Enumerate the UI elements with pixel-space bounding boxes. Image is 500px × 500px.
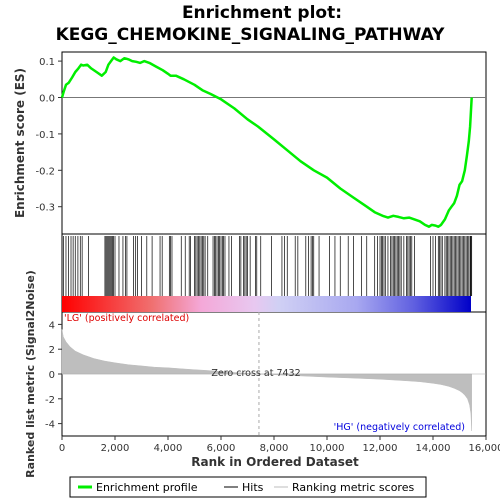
es-panel-frame [61, 51, 487, 235]
metric-y-tick-label: 0 [49, 370, 55, 381]
x-tick-label: 4,000 [154, 443, 183, 454]
x-tick-label: 6,000 [207, 443, 236, 454]
x-axis-title: Rank in Ordered Dataset [191, 455, 359, 469]
zero-cross-label: Zero cross at 7432 [211, 368, 300, 379]
legend-hits-label: Hits [242, 481, 264, 494]
es-y-tick-label: 0.1 [39, 57, 55, 68]
metric-y-tick-label: -2 [45, 395, 55, 406]
metric-x-axis: 0 2,000 4,000 6,000 8,000 10,000 12,000 14,000 1… [59, 436, 500, 454]
positive-correlation-label: 'LG' (positively correlated) [64, 313, 189, 324]
x-tick-label: 10,000 [310, 443, 345, 454]
rank-color-bar [62, 296, 471, 312]
legend-metric-label: Ranking metric scores [292, 481, 414, 494]
x-tick-label: 0 [59, 443, 65, 454]
metric-y-tick-label: 2 [49, 345, 55, 356]
legend-item-metric: Ranking metric scores [274, 481, 414, 494]
es-y-axis-title: Enrichment score (ES) [13, 68, 27, 218]
es-profile-line [60, 56, 473, 228]
legend-item-hits: Hits [224, 481, 264, 494]
chart-title-line2: KEGG_CHEMOKINE_SIGNALING_PATHWAY [56, 25, 446, 45]
metric-y-tick-label: -4 [45, 420, 55, 431]
hit-marks-group [63, 236, 473, 296]
x-tick-label: 8,000 [260, 443, 289, 454]
legend-box [69, 476, 427, 498]
es-y-tick-label: -0.2 [35, 166, 55, 177]
metric-y-axis: 4 2 0 -2 -4 [45, 320, 62, 431]
legend-profile-label: Enrichment profile [96, 481, 198, 494]
x-tick-label: 14,000 [416, 443, 451, 454]
negative-correlation-label: 'HG' (negatively correlated) [334, 422, 465, 433]
es-y-tick-label: -0.3 [35, 203, 55, 214]
metric-y-axis-title: Ranked list metric (Signal2Noise) [24, 270, 37, 478]
es-profile-group [60, 56, 473, 228]
metric-area-group [61, 329, 486, 432]
chart-title-line1: Enrichment plot: [182, 3, 342, 23]
es-y-tick-label: 0.0 [39, 94, 55, 105]
metric-y-tick-label: 4 [49, 320, 55, 331]
metric-area [61, 329, 472, 432]
x-tick-label: 16,000 [469, 443, 500, 454]
x-tick-label: 2,000 [101, 443, 130, 454]
legend-item-profile: Enrichment profile [78, 481, 198, 494]
x-tick-label: 12,000 [363, 443, 398, 454]
es-y-tick-label: -0.1 [35, 130, 55, 141]
es-y-axis: 0.1 0.0 -0.1 -0.2 -0.3 [35, 57, 62, 214]
